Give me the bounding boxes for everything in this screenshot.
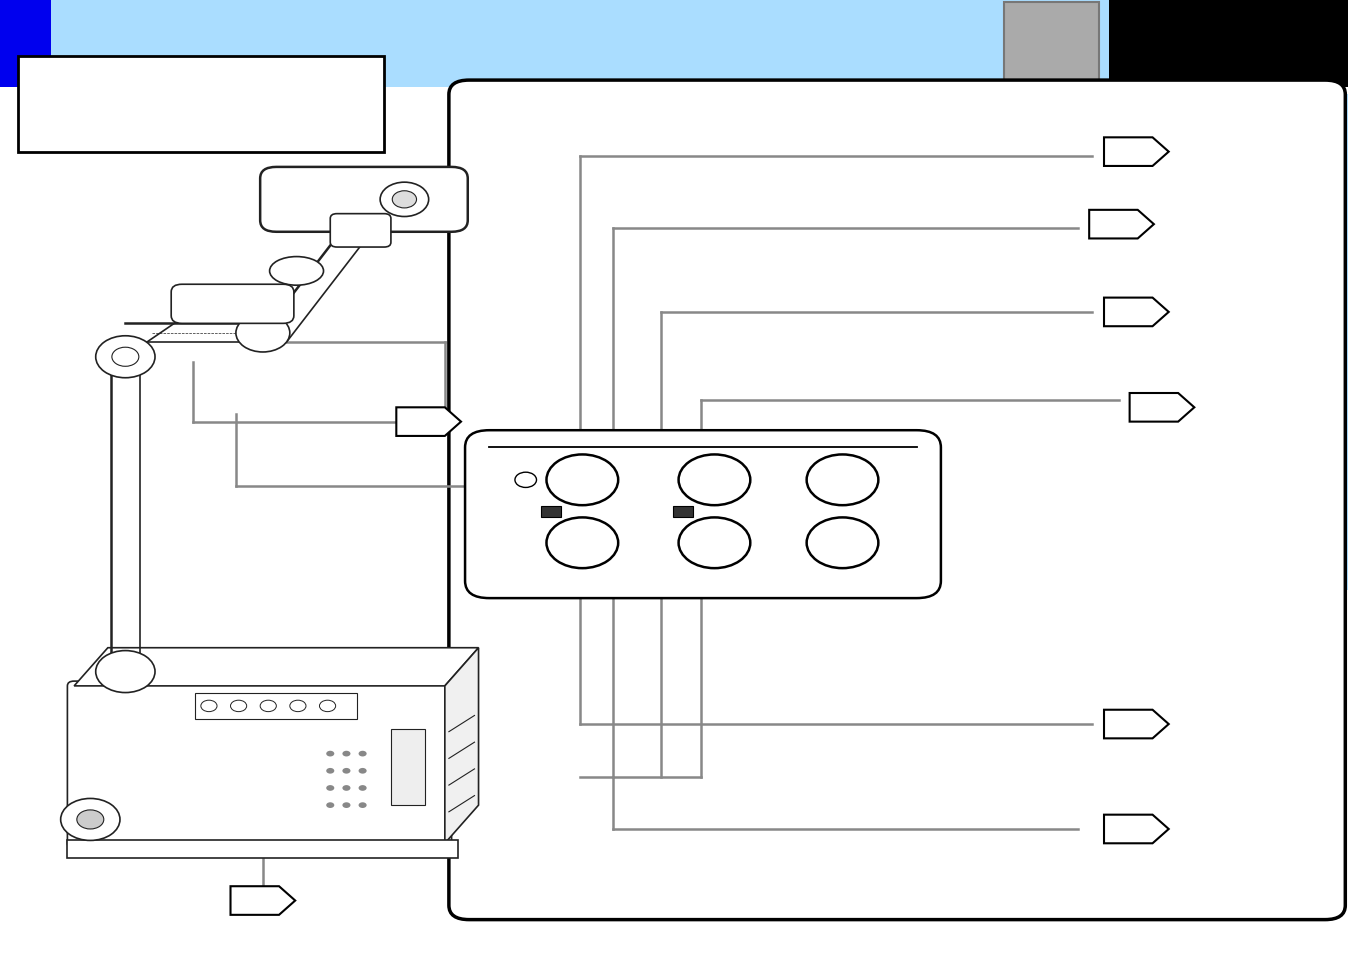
Polygon shape	[1089, 211, 1154, 239]
FancyBboxPatch shape	[171, 285, 294, 324]
Bar	[1004, 3, 1099, 84]
Circle shape	[96, 336, 155, 378]
Polygon shape	[396, 408, 461, 436]
Circle shape	[236, 314, 290, 353]
Circle shape	[359, 802, 367, 808]
Polygon shape	[1104, 710, 1169, 739]
Circle shape	[319, 700, 336, 712]
Circle shape	[380, 183, 429, 217]
Circle shape	[806, 455, 879, 506]
FancyBboxPatch shape	[260, 168, 468, 233]
Circle shape	[546, 517, 619, 569]
Circle shape	[678, 517, 751, 569]
Bar	[673, 506, 693, 517]
Bar	[0, 0, 1348, 88]
FancyBboxPatch shape	[449, 81, 1345, 920]
Circle shape	[342, 768, 350, 774]
Bar	[391, 729, 425, 805]
Circle shape	[201, 700, 217, 712]
Circle shape	[96, 651, 155, 693]
FancyBboxPatch shape	[67, 681, 452, 848]
Circle shape	[61, 799, 120, 841]
FancyBboxPatch shape	[330, 214, 391, 248]
Circle shape	[231, 700, 247, 712]
FancyBboxPatch shape	[465, 431, 941, 598]
Circle shape	[112, 348, 139, 367]
Polygon shape	[74, 648, 479, 686]
Circle shape	[546, 455, 619, 506]
Circle shape	[326, 802, 334, 808]
Polygon shape	[445, 648, 479, 843]
Circle shape	[392, 192, 417, 209]
Circle shape	[342, 751, 350, 757]
Polygon shape	[1104, 138, 1169, 167]
Circle shape	[342, 802, 350, 808]
Circle shape	[326, 751, 334, 757]
Circle shape	[359, 768, 367, 774]
Polygon shape	[231, 886, 295, 915]
Bar	[67, 841, 458, 858]
Circle shape	[326, 768, 334, 774]
Polygon shape	[1104, 298, 1169, 327]
Circle shape	[359, 785, 367, 791]
Circle shape	[77, 810, 104, 829]
Bar	[1332, 95, 1348, 591]
Bar	[541, 506, 561, 517]
Bar	[18, 57, 384, 152]
Circle shape	[326, 785, 334, 791]
Circle shape	[359, 751, 367, 757]
Circle shape	[515, 473, 537, 488]
Bar	[1109, 0, 1348, 88]
Circle shape	[342, 785, 350, 791]
Ellipse shape	[270, 257, 324, 286]
Circle shape	[678, 455, 751, 506]
Circle shape	[290, 700, 306, 712]
Bar	[195, 693, 357, 720]
Bar	[0, 0, 51, 88]
Circle shape	[260, 700, 276, 712]
Polygon shape	[1104, 815, 1169, 843]
Polygon shape	[1130, 394, 1194, 422]
Circle shape	[806, 517, 879, 569]
